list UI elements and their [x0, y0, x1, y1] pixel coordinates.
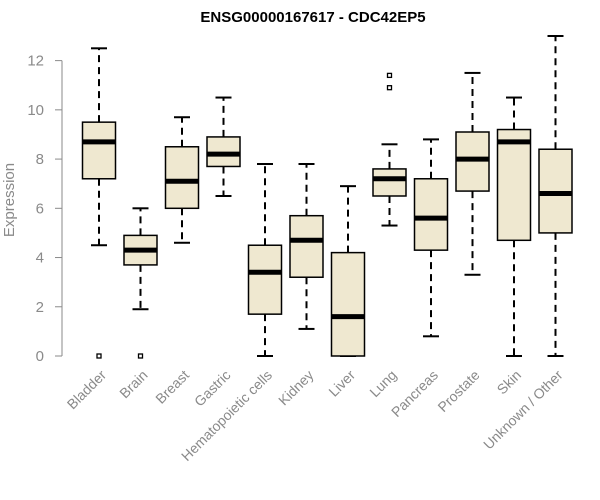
x-tick-label-prostate: Prostate: [434, 367, 482, 415]
x-tick-label-brain: Brain: [116, 367, 150, 401]
box-kidney: [289, 163, 324, 330]
box-bladder: [81, 47, 117, 359]
outlier-point: [386, 72, 393, 79]
box-plot-area: [81, 35, 573, 359]
y-tick-label-10: 10: [27, 102, 44, 119]
x-tick-label-skin: Skin: [494, 367, 525, 398]
box-hematopoietic-cells: [247, 163, 283, 357]
outlier-point: [96, 353, 102, 359]
y-tick-label-2: 2: [36, 299, 44, 316]
box-skin: [496, 96, 532, 357]
y-axis: 0 2 4 6 8 10 12: [27, 53, 63, 365]
y-tick-label-0: 0: [36, 348, 44, 365]
outlier-point: [386, 85, 393, 91]
x-tick-label-kidney: Kidney: [275, 367, 317, 409]
chart-title: ENSG00000167617 - CDC42EP5: [200, 9, 425, 26]
x-tick-label-breast: Breast: [152, 367, 192, 407]
box-iqr: [413, 178, 449, 251]
box-iqr: [81, 121, 117, 180]
box-iqr: [496, 128, 532, 242]
box-lung: [372, 72, 407, 227]
y-tick-label-8: 8: [36, 151, 44, 168]
box-iqr: [330, 251, 366, 357]
y-tick-label-6: 6: [36, 200, 44, 217]
box-gastric: [206, 96, 241, 197]
box-unknown-other: [538, 35, 573, 357]
x-tick-label-liver: Liver: [325, 367, 358, 400]
box-brain: [123, 207, 158, 359]
x-tick-label-lung: Lung: [366, 367, 399, 400]
box-pancreas: [413, 138, 449, 338]
box-prostate: [455, 71, 490, 276]
box-breast: [164, 116, 200, 244]
y-tick-label-12: 12: [27, 53, 44, 70]
outlier-point: [137, 353, 144, 359]
y-axis-label: Expression: [1, 163, 18, 237]
box-liver: [330, 185, 366, 357]
x-tick-label-unknown-other: Unknown / Other: [480, 367, 566, 453]
box-iqr: [372, 168, 407, 197]
y-tick-label-4: 4: [36, 250, 44, 267]
box-iqr: [164, 146, 200, 210]
box-iqr: [289, 214, 324, 278]
box-iqr: [247, 244, 283, 315]
x-tick-label-bladder: Bladder: [64, 367, 110, 413]
